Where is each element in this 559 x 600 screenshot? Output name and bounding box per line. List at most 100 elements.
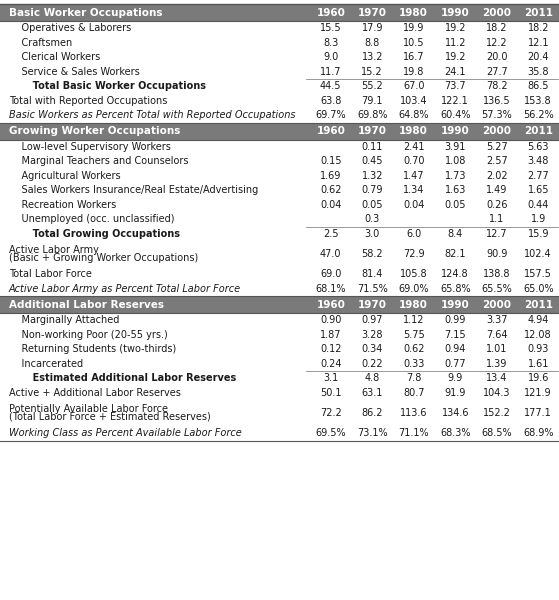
Bar [0,241,559,267]
Text: 5.75: 5.75 [403,330,425,340]
Bar [0,267,559,281]
Text: 1990: 1990 [441,126,470,136]
Text: 68.9%: 68.9% [523,428,553,438]
Text: 1.69: 1.69 [320,171,342,181]
Text: 2000: 2000 [482,7,511,17]
Text: 0.77: 0.77 [444,359,466,369]
Text: 1.61: 1.61 [528,359,549,369]
Text: 1970: 1970 [358,7,387,17]
Text: 9.0: 9.0 [323,52,338,62]
Text: 0.04: 0.04 [320,200,342,210]
Text: 138.8: 138.8 [483,269,510,279]
Text: Marginal Teachers and Counselors: Marginal Teachers and Counselors [9,156,188,166]
Text: 0.24: 0.24 [320,359,342,369]
Text: 121.9: 121.9 [524,388,552,398]
Text: Active Labor Army: Active Labor Army [9,245,99,255]
Text: 3.1: 3.1 [323,373,338,383]
Text: 7.8: 7.8 [406,373,421,383]
Text: Low-level Supervisory Workers: Low-level Supervisory Workers [9,142,171,152]
Text: Service & Sales Workers: Service & Sales Workers [9,67,140,77]
Text: 19.6: 19.6 [528,373,549,383]
Text: 0.99: 0.99 [444,315,466,325]
Text: 63.1: 63.1 [362,388,383,398]
Text: 20.0: 20.0 [486,52,508,62]
Text: 6.0: 6.0 [406,229,421,239]
Text: 17.9: 17.9 [362,23,383,33]
Text: 12.08: 12.08 [524,330,552,340]
Text: 12.1: 12.1 [528,38,549,48]
Text: 8.3: 8.3 [323,38,338,48]
Text: 2011: 2011 [524,299,553,310]
Text: 1.47: 1.47 [403,171,424,181]
Bar [0,328,559,342]
Text: 0.70: 0.70 [403,156,424,166]
Text: 0.33: 0.33 [403,359,424,369]
Text: 9.9: 9.9 [448,373,463,383]
Text: Working Class as Percent Available Labor Force: Working Class as Percent Available Labor… [9,428,241,438]
Text: 2000: 2000 [482,126,511,136]
Bar [0,426,559,440]
Text: Total Growing Occupations: Total Growing Occupations [9,229,180,239]
Text: 0.12: 0.12 [320,344,342,354]
Text: 4.8: 4.8 [364,373,380,383]
Text: 63.8: 63.8 [320,96,342,106]
Text: Marginally Attached: Marginally Attached [9,315,120,325]
Text: 65.0%: 65.0% [523,284,553,294]
Text: Active Labor Army as Percent Total Labor Force: Active Labor Army as Percent Total Labor… [9,284,241,294]
Text: 1980: 1980 [399,299,428,310]
Text: 80.7: 80.7 [403,388,424,398]
Text: 8.8: 8.8 [364,38,380,48]
Text: 79.1: 79.1 [362,96,383,106]
Text: 90.9: 90.9 [486,249,508,259]
Text: 16.7: 16.7 [403,52,424,62]
Text: 2.5: 2.5 [323,229,339,239]
Text: 157.5: 157.5 [524,269,552,279]
Text: 1.9: 1.9 [530,214,546,224]
Text: 1960: 1960 [316,7,345,17]
Text: Non-working Poor (20-55 yrs.): Non-working Poor (20-55 yrs.) [9,330,168,340]
Text: 24.1: 24.1 [444,67,466,77]
Text: 1.73: 1.73 [444,171,466,181]
Text: 177.1: 177.1 [524,408,552,418]
Text: 5.27: 5.27 [486,142,508,152]
Text: Total Basic Worker Occupations: Total Basic Worker Occupations [9,81,206,91]
Text: Craftsmen: Craftsmen [9,38,72,48]
Text: 69.5%: 69.5% [315,428,346,438]
Text: 0.94: 0.94 [444,344,466,354]
Text: 69.8%: 69.8% [357,110,387,120]
Text: 11.2: 11.2 [444,38,466,48]
Text: 2000: 2000 [482,299,511,310]
Text: 2011: 2011 [524,7,553,17]
Text: 60.4%: 60.4% [440,110,471,120]
Text: 102.4: 102.4 [524,249,552,259]
Text: 78.2: 78.2 [486,81,508,91]
Bar [0,356,559,371]
Text: 1.32: 1.32 [362,171,383,181]
Text: 72.2: 72.2 [320,408,342,418]
Bar [0,313,559,328]
Text: Unemployed (occ. unclassified): Unemployed (occ. unclassified) [9,214,174,224]
Text: 15.9: 15.9 [528,229,549,239]
Text: 104.3: 104.3 [483,388,510,398]
Text: 69.0: 69.0 [320,269,342,279]
Bar [0,212,559,226]
Text: 58.2: 58.2 [362,249,383,259]
Text: 0.3: 0.3 [364,214,380,224]
Text: 1.65: 1.65 [528,185,549,195]
Text: 2.41: 2.41 [403,142,424,152]
Text: 69.0%: 69.0% [399,284,429,294]
Text: 73.1%: 73.1% [357,428,387,438]
Text: 27.7: 27.7 [486,67,508,77]
Text: 81.4: 81.4 [362,269,383,279]
Text: 0.05: 0.05 [362,200,383,210]
Text: 15.2: 15.2 [362,67,383,77]
Text: 82.1: 82.1 [444,249,466,259]
Text: 1980: 1980 [399,7,428,17]
Text: 47.0: 47.0 [320,249,342,259]
Bar [0,122,559,139]
Text: 55.2: 55.2 [361,81,383,91]
Bar [0,154,559,169]
Text: 122.1: 122.1 [442,96,469,106]
Text: 105.8: 105.8 [400,269,428,279]
Text: 15.5: 15.5 [320,23,342,33]
